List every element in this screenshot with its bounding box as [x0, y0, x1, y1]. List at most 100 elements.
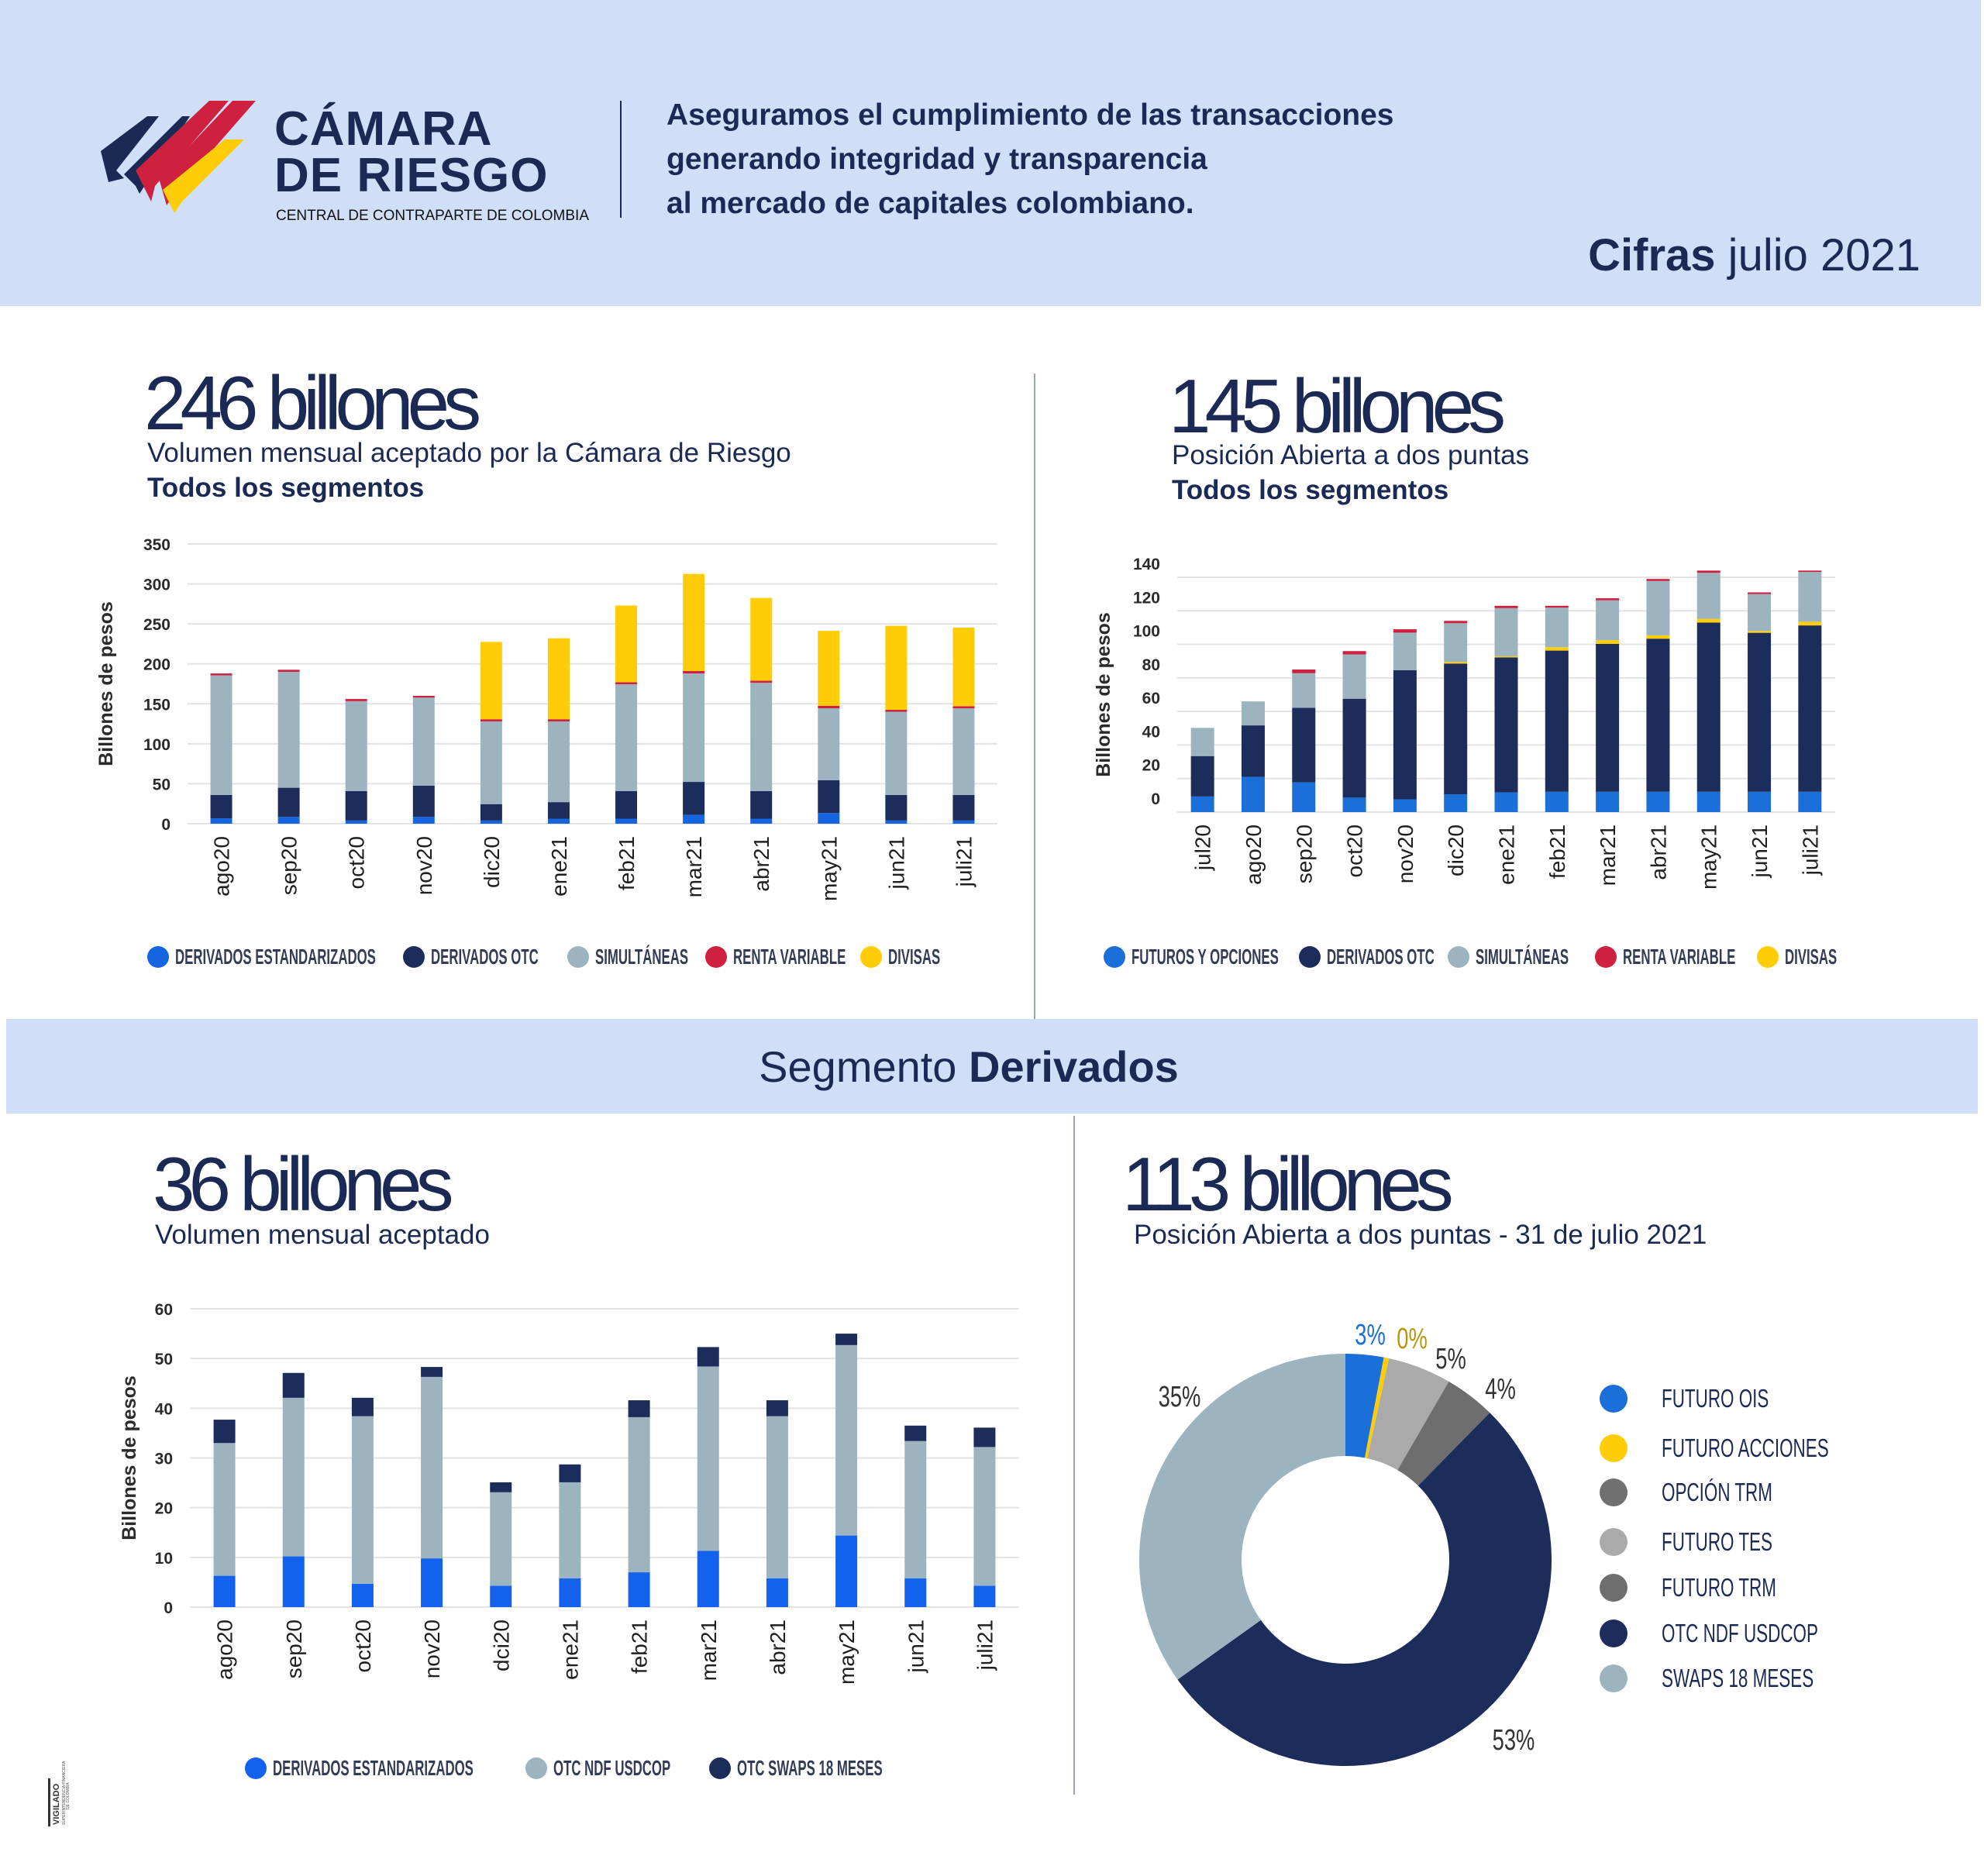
bar-segment — [818, 631, 840, 706]
y-tick-label: 350 — [143, 536, 170, 554]
brand-line2: DE RIESGO — [274, 149, 549, 202]
legend-swatch — [567, 946, 589, 968]
panel2-subtitle-bold: Todos los segmentos — [1172, 475, 1449, 505]
donut-slice — [1139, 1354, 1345, 1680]
x-tick-label: may21 — [817, 836, 841, 901]
bar-segment — [683, 673, 705, 783]
x-tick-label: jul20 — [1191, 824, 1215, 871]
bar-segment — [1798, 621, 1822, 626]
bar-segment — [904, 1441, 927, 1578]
y-tick-label: 0 — [161, 816, 170, 834]
legend-swatch — [525, 1757, 547, 1779]
bar-segment — [210, 673, 232, 676]
legend-swatch — [1600, 1664, 1628, 1692]
bar-segment — [412, 697, 435, 787]
legend-swatch — [1600, 1620, 1628, 1647]
donut-legend-item: OPCIÓN TRM — [1600, 1478, 1824, 1507]
legend-label: OTC NDF USDCOP — [553, 1756, 671, 1780]
legend-item: SIMULTÁNEAS — [1448, 945, 1631, 969]
x-tick-label: dci20 — [489, 1620, 513, 1671]
bar-segment — [1696, 570, 1720, 573]
legend-item: OTC NDF USDCOP — [525, 1756, 749, 1781]
y-axis-title: Billones de pesos — [95, 601, 117, 766]
bar-segment — [277, 817, 300, 824]
bar-segment — [615, 684, 638, 791]
bar-segment — [1545, 608, 1569, 648]
bar-segment — [615, 790, 638, 819]
bar-segment — [210, 794, 232, 819]
bar-segment — [421, 1367, 443, 1377]
cifras-date: julio 2021 — [1715, 230, 1920, 281]
bar-segment — [818, 780, 840, 814]
bar-segment — [615, 682, 638, 685]
bar-segment — [818, 705, 840, 709]
y-tick-label: 140 — [1133, 556, 1160, 573]
bar-segment — [1342, 654, 1366, 699]
bar-segment — [1696, 618, 1720, 623]
panel4-subtitle: Posición Abierta a dos puntas - 31 de ju… — [1134, 1220, 1707, 1250]
bar-segment — [1444, 662, 1468, 664]
legend-label: FUTURO ACCIONES — [1662, 1434, 1829, 1462]
legend-item: DERIVADOS OTC — [1299, 945, 1506, 969]
donut-legend-item: FUTURO TRM — [1600, 1573, 1831, 1602]
legend-label: DERIVADOS ESTANDARIZADOS — [273, 1756, 474, 1780]
legend-item: DERIVADOS ESTANDARIZADOS — [245, 1756, 607, 1781]
y-tick-label: 40 — [1142, 723, 1160, 741]
bar-segment — [1494, 656, 1518, 658]
bar-segment — [547, 719, 570, 721]
bar-segment — [952, 706, 975, 709]
y-tick-label: 50 — [153, 776, 170, 793]
bar-segment — [818, 813, 840, 824]
bar-segment — [351, 1416, 374, 1584]
bar-segment — [1646, 580, 1670, 635]
chart-derivados-volumen: 0 10 20 30 40 50 60 Billones de pesos ago20 sep20… — [119, 1301, 1019, 1685]
y-tick-label: 10 — [155, 1550, 173, 1568]
tagline-line: Aseguramos el cumplimiento de las transa… — [666, 98, 1394, 132]
bar-segment — [1292, 670, 1316, 673]
x-tick-label: mar21 — [1596, 824, 1620, 886]
y-tick-label: 150 — [143, 696, 170, 714]
legend-label: DERIVADOS OTC — [431, 945, 539, 969]
tagline-line: generando integridad y transparencia — [666, 143, 1207, 176]
legend-label: OTC NDF USDCOP — [1662, 1619, 1818, 1647]
brand-subtitle: CENTRAL DE CONTRAPARTE DE COLOMBIA — [276, 208, 589, 224]
legend-item: FUTUROS Y OPCIONES — [1104, 945, 1376, 969]
bar-segment — [1292, 707, 1316, 783]
chart-posicion-abierta: 0 20 40 60 80 100 120 140 Billones de pesos jul20… — [1093, 556, 1835, 890]
bar-segment — [885, 710, 908, 712]
bar-segment — [615, 605, 638, 683]
legend-swatch — [1600, 1528, 1628, 1556]
bar-segment — [1444, 794, 1468, 812]
legend-swatch — [709, 1757, 731, 1779]
y-axis-title: Billones de pesos — [119, 1375, 140, 1540]
bar-segment — [1190, 728, 1214, 756]
slice-label: 4% — [1485, 1373, 1516, 1406]
svg-text:VIGILADO: VIGILADO — [52, 1783, 61, 1825]
legend-swatch — [403, 946, 425, 968]
bar-segment — [904, 1425, 927, 1441]
bar-segment — [1444, 663, 1468, 795]
x-tick-label: oct20 — [345, 836, 369, 890]
bar-segment — [1444, 621, 1468, 624]
bar-segment — [490, 1585, 512, 1607]
legend-item: DERIVADOS ESTANDARIZADOS — [147, 945, 509, 969]
legend-label: DERIVADOS OTC — [1327, 945, 1435, 969]
legend-swatch — [1600, 1385, 1628, 1413]
bar-segment — [885, 625, 908, 711]
x-tick-label: dic20 — [480, 836, 504, 888]
bar-segment — [1696, 622, 1720, 792]
y-tick-label: 100 — [1133, 623, 1160, 641]
tagline-line: al mercado de capitales colombiano. — [666, 187, 1194, 220]
bar-segment — [1748, 592, 1772, 594]
x-tick-label: jun21 — [884, 836, 908, 890]
bar-segment — [213, 1443, 236, 1576]
bar-segment — [1596, 598, 1620, 601]
segment-title-light: Segmento — [759, 1042, 970, 1091]
legend-item: SIMULTÁNEAS — [567, 945, 750, 969]
bar-segment — [1798, 791, 1822, 812]
legend-label: FUTURO TES — [1662, 1527, 1772, 1556]
bar-segment — [1241, 725, 1265, 777]
donut-slice — [1397, 1381, 1490, 1486]
slice-label: 5% — [1435, 1343, 1466, 1375]
bar-segment — [480, 719, 502, 721]
